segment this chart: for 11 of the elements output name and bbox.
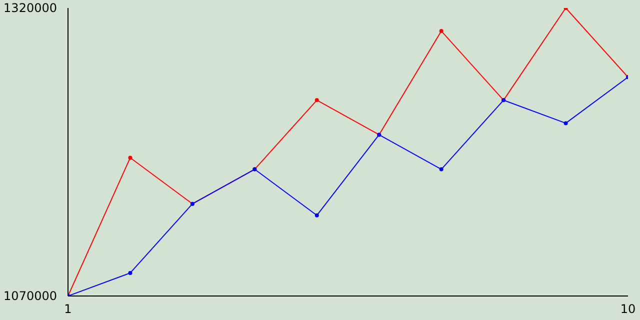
y-tick-label: 1070000 bbox=[4, 289, 57, 303]
x-tick-label: 1 bbox=[64, 302, 72, 316]
point bbox=[128, 156, 132, 160]
point bbox=[439, 29, 444, 34]
point bbox=[128, 270, 132, 275]
point bbox=[439, 167, 444, 172]
point bbox=[564, 121, 568, 126]
x-tick-label: 10 bbox=[620, 302, 636, 316]
point bbox=[314, 98, 319, 102]
y-tick-label: 1320000 bbox=[4, 1, 57, 15]
point bbox=[314, 213, 319, 218]
